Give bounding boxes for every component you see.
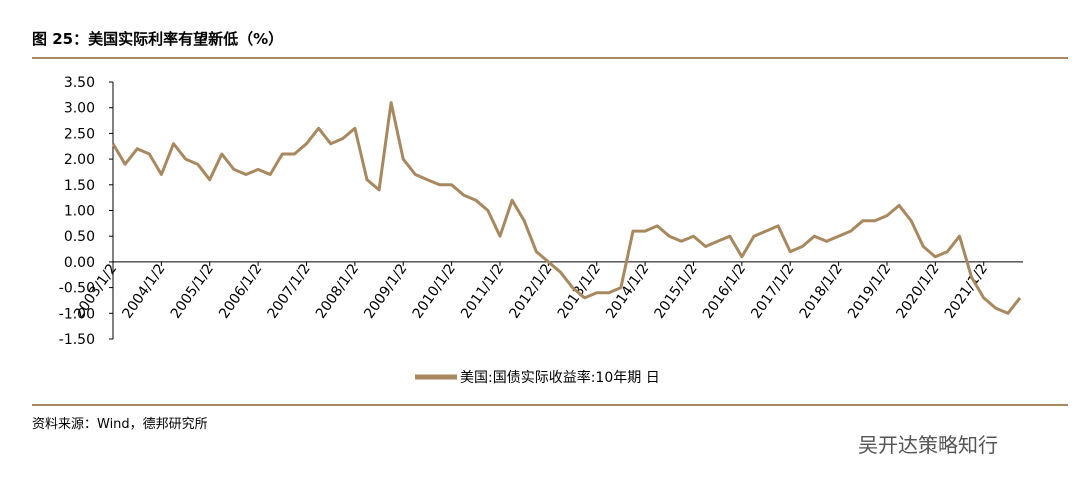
- y-tick-label: 2.00: [64, 152, 95, 168]
- y-tick-label: 0.00: [64, 255, 95, 271]
- x-tick-label: 2009/1/2: [361, 261, 410, 322]
- y-tick-label: 1.50: [64, 178, 95, 194]
- x-tick-label: 2011/1/2: [458, 261, 507, 322]
- x-tick-label: 2004/1/2: [119, 261, 168, 322]
- x-tick-label: 2019/1/2: [845, 261, 894, 322]
- y-tick-label: -0.50: [59, 281, 95, 297]
- x-tick-label: 2021/1/2: [942, 261, 991, 322]
- y-tick-label: 2.50: [64, 126, 95, 142]
- x-tick-label: 2018/1/2: [797, 261, 846, 322]
- y-tick-label: 3.00: [64, 101, 95, 117]
- x-tick-label: 2007/1/2: [265, 261, 314, 322]
- watermark: 吴开达策略知行: [858, 433, 998, 457]
- y-tick-label: 0.50: [64, 229, 95, 245]
- x-tick-label: 2006/1/2: [216, 261, 265, 322]
- x-tick-label: 2008/1/2: [313, 261, 362, 322]
- line-series: [111, 101, 1022, 315]
- y-tick-label: -1.50: [59, 332, 95, 348]
- source: 资料来源：Wind，德邦研究所: [32, 417, 208, 432]
- x-tick-label: 2012/1/2: [506, 261, 555, 322]
- x-tick-label: 2015/1/2: [652, 261, 701, 322]
- x-tick-label: 2017/1/2: [748, 261, 797, 322]
- y-tick-label: 3.50: [64, 75, 95, 91]
- x-tick-label: 2016/1/2: [700, 261, 749, 322]
- x-tick-label: 2005/1/2: [168, 261, 217, 322]
- legend-label: 美国:国债实际收益率:10年期 日: [460, 369, 660, 386]
- x-tick-label: 2010/1/2: [410, 261, 459, 322]
- chart-title: 图 25：美国实际利率有望新低（%）: [32, 30, 283, 48]
- x-tick-label: 2020/1/2: [893, 261, 942, 322]
- y-tick-label: 1.00: [64, 204, 95, 220]
- y-tick-label: -1.00: [59, 306, 95, 322]
